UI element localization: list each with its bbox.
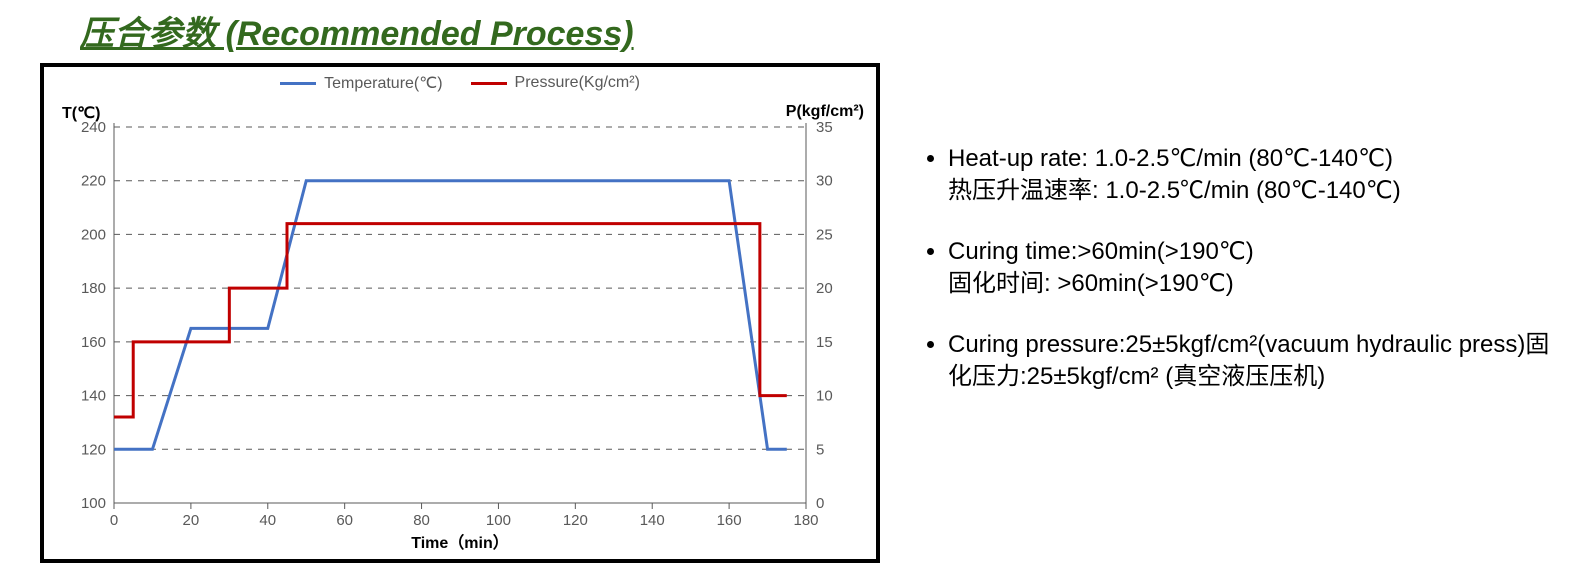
notes-item: Heat-up rate: 1.0-2.5℃/min (80℃-140℃) 热压… (948, 143, 1550, 208)
chart-svg: 100 120 140 160 180 200 220 240 0 5 10 15 20 25 30 35 0 2… (44, 67, 876, 559)
svg-text:160: 160 (717, 512, 742, 529)
svg-text:100: 100 (486, 512, 511, 529)
svg-text:0: 0 (110, 512, 118, 529)
svg-text:30: 30 (816, 173, 833, 190)
svg-text:200: 200 (81, 226, 106, 243)
svg-text:120: 120 (81, 441, 106, 458)
svg-text:100: 100 (81, 495, 106, 512)
notes-item: Curing pressure:25±5kgf/cm²(vacuum hydra… (948, 329, 1550, 394)
notes-item: Curing time:>60min(>190℃) 固化时间: >60min(>… (948, 236, 1550, 301)
svg-text:160: 160 (81, 334, 106, 351)
svg-text:35: 35 (816, 119, 833, 136)
svg-text:80: 80 (413, 512, 430, 529)
svg-text:140: 140 (640, 512, 665, 529)
svg-text:40: 40 (259, 512, 276, 529)
svg-text:220: 220 (81, 173, 106, 190)
notes-list: Heat-up rate: 1.0-2.5℃/min (80℃-140℃) 热压… (920, 143, 1550, 393)
svg-text:60: 60 (336, 512, 353, 529)
notes: Heat-up rate: 1.0-2.5℃/min (80℃-140℃) 热压… (920, 143, 1550, 421)
svg-text:20: 20 (816, 280, 833, 297)
series-temperature (114, 181, 787, 450)
svg-text:10: 10 (816, 388, 833, 405)
series-pressure (114, 224, 787, 417)
svg-text:120: 120 (563, 512, 588, 529)
process-chart: Temperature(℃) Pressure(Kg/cm²) T(℃) P(k… (40, 63, 880, 563)
svg-text:0: 0 (816, 495, 824, 512)
svg-text:5: 5 (816, 441, 824, 458)
svg-text:25: 25 (816, 226, 833, 243)
svg-text:240: 240 (81, 119, 106, 136)
svg-text:180: 180 (81, 280, 106, 297)
svg-text:15: 15 (816, 334, 833, 351)
svg-text:140: 140 (81, 388, 106, 405)
svg-text:180: 180 (793, 512, 818, 529)
page-title: 压合参数 (Recommended Process) (80, 0, 1585, 55)
svg-text:20: 20 (183, 512, 200, 529)
